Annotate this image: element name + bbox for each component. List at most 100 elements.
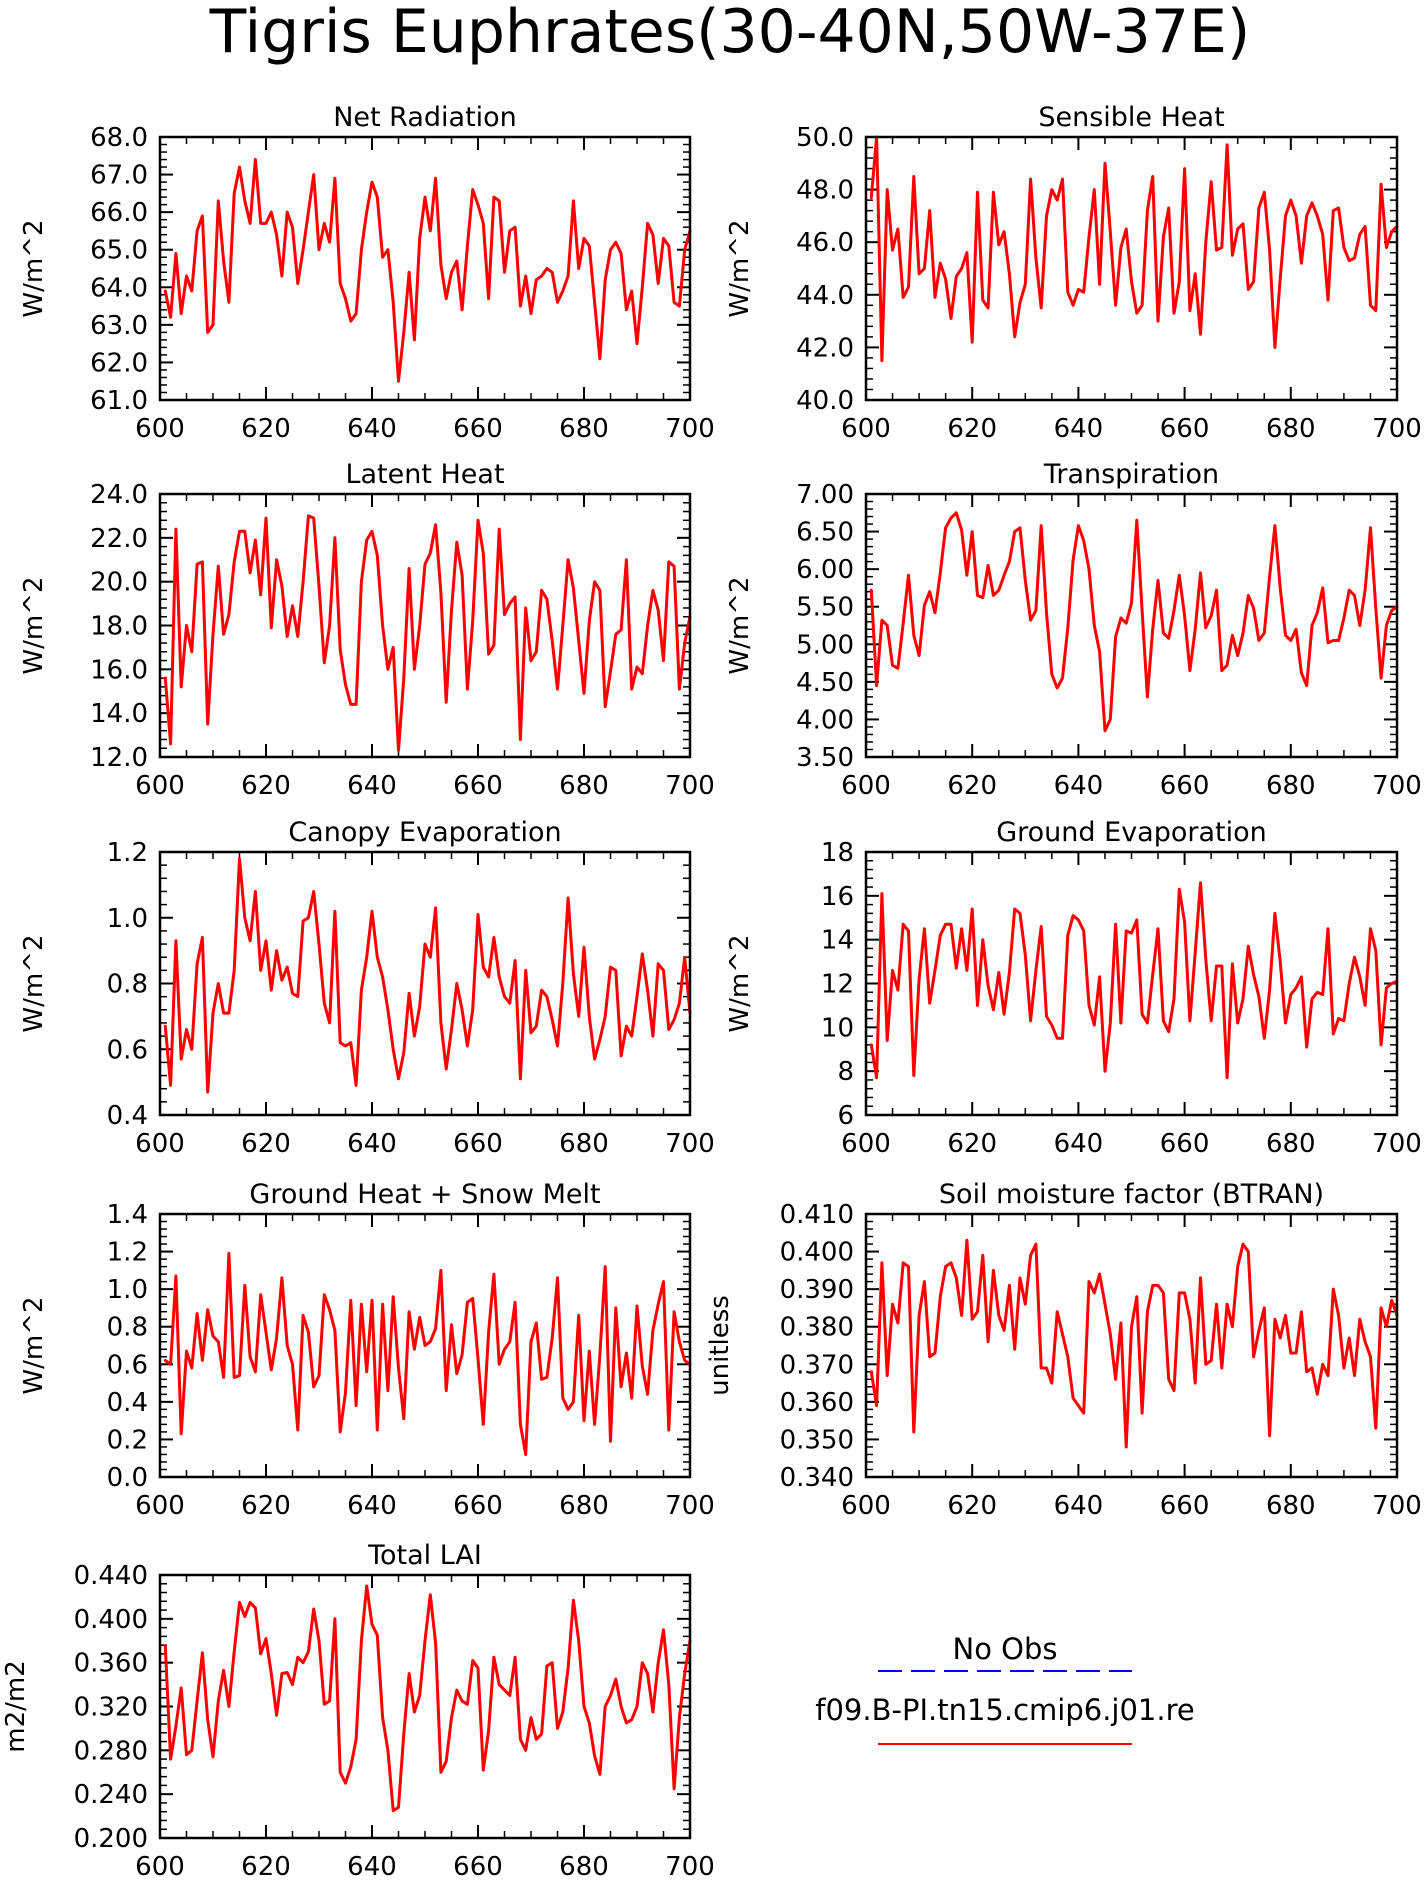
y-tick-label: 22.0 [90,524,148,554]
x-tick-label: 640 [347,771,397,801]
x-tick-label: 660 [453,1129,503,1159]
x-tick-label: 660 [1160,1129,1210,1159]
panel-title: Total LAI [367,1540,482,1571]
x-tick-label: 620 [241,1129,291,1159]
panel-8: Soil moisture factor (BTRAN) unitless 600 6… [705,1179,1422,1521]
x-tick-label: 600 [841,414,891,444]
y-tick-label: 1.2 [107,838,148,868]
y-tick-label: 14 [821,926,854,956]
y-tick-label: 0.200 [74,1824,148,1854]
y-tick-label: 6 [837,1101,854,1131]
series-line [163,158,692,383]
y-tick-label: 1.4 [107,1200,148,1230]
y-axis-label: W/m^2 [19,219,49,317]
y-tick-label: 4.50 [796,668,854,698]
plot-frame [158,850,692,1117]
y-tick-label: 67.0 [90,161,148,191]
y-tick-label: 0.380 [780,1313,854,1343]
x-tick-label: 600 [135,1491,185,1521]
y-tick-label: 0.410 [780,1200,854,1230]
y-tick-label: 0.240 [74,1780,148,1810]
plot-frame [158,492,692,759]
y-tick-label: 68.0 [90,123,148,153]
y-tick-label: 61.0 [90,386,148,416]
x-tick-label: 680 [559,1852,609,1882]
panel-title: Ground Heat + Snow Melt [249,1179,600,1210]
y-tick-label: 0.340 [780,1463,854,1493]
y-tick-label: 0.2 [107,1425,148,1455]
y-tick-label: 63.0 [90,311,148,341]
y-tick-label: 0.400 [780,1238,854,1268]
x-tick-label: 680 [559,1129,609,1159]
y-tick-label: 0.400 [74,1605,148,1635]
panel-4: Transpiration W/m^2 600 620 640 660 680 700 3.50… [725,459,1422,801]
panel-title: Latent Heat [345,459,504,490]
x-tick-label: 620 [241,771,291,801]
x-tick-label: 640 [347,1852,397,1882]
y-tick-label: 0.390 [780,1275,854,1305]
x-tick-label: 660 [453,1491,503,1521]
legend: No Obs f09.B-PI.tn15.cmip6.j01.re [815,1632,1195,1745]
y-tick-label: 16.0 [90,655,148,685]
series-line [163,857,692,1094]
x-tick-label: 640 [1054,414,1104,444]
y-tick-label: 20.0 [90,568,148,598]
x-tick-label: 680 [1266,414,1316,444]
x-tick-label: 660 [1160,1491,1210,1521]
y-tick-label: 0.0 [107,1463,148,1493]
y-tick-label: 24.0 [90,480,148,510]
x-tick-label: 660 [1160,771,1210,801]
plot-frame [158,1212,692,1479]
x-tick-label: 620 [947,771,997,801]
y-axis-label: W/m^2 [725,576,755,674]
figure-title: Tigris Euphrates(30-40N,50W-37E) [209,0,1251,67]
x-tick-label: 620 [241,1852,291,1882]
series-line [869,881,1399,1080]
x-tick-label: 680 [559,1491,609,1521]
x-tick-label: 700 [1372,1491,1422,1521]
x-tick-label: 700 [665,414,715,444]
x-tick-label: 600 [841,1491,891,1521]
y-tick-label: 8 [837,1057,854,1087]
y-tick-label: 5.50 [796,593,854,623]
y-tick-label: 46.0 [796,228,854,258]
y-tick-label: 1.0 [107,904,148,934]
x-tick-label: 680 [1266,1129,1316,1159]
y-tick-label: 0.350 [780,1425,854,1455]
x-tick-label: 640 [1054,1129,1104,1159]
y-tick-label: 14.0 [90,699,148,729]
y-tick-label: 40.0 [796,386,854,416]
plot-frame [864,135,1399,402]
y-tick-label: 0.4 [107,1388,148,1418]
y-axis-label: W/m^2 [19,934,49,1032]
x-tick-label: 700 [1372,771,1422,801]
y-tick-label: 50.0 [796,123,854,153]
x-tick-label: 680 [559,414,609,444]
x-tick-label: 640 [1054,1491,1104,1521]
y-tick-label: 0.360 [74,1649,148,1679]
y-tick-label: 10 [821,1013,854,1043]
y-tick-label: 12.0 [90,743,148,773]
x-tick-label: 680 [1266,771,1316,801]
x-tick-label: 600 [135,1129,185,1159]
panel-title: Sensible Heat [1038,102,1224,133]
plot-frame [158,135,692,402]
x-tick-label: 600 [841,771,891,801]
y-tick-label: 0.440 [74,1561,148,1591]
y-tick-label: 66.0 [90,198,148,228]
series-line [163,1252,692,1456]
y-tick-label: 0.370 [780,1350,854,1380]
series-line [869,1238,1399,1449]
x-tick-label: 640 [347,1491,397,1521]
y-tick-label: 16 [821,882,854,912]
x-tick-label: 640 [347,1129,397,1159]
y-tick-label: 0.8 [107,970,148,1000]
x-tick-label: 700 [665,1852,715,1882]
panel-2: Sensible Heat W/m^2 600 620 640 660 680 700 40.0… [725,102,1422,444]
y-axis-label: W/m^2 [19,576,49,674]
x-tick-label: 600 [135,414,185,444]
y-tick-label: 0.360 [780,1388,854,1418]
panel-1: Net Radiation W/m^2 600 620 640 660 680 700 61.0… [19,102,715,444]
x-tick-label: 700 [665,1491,715,1521]
